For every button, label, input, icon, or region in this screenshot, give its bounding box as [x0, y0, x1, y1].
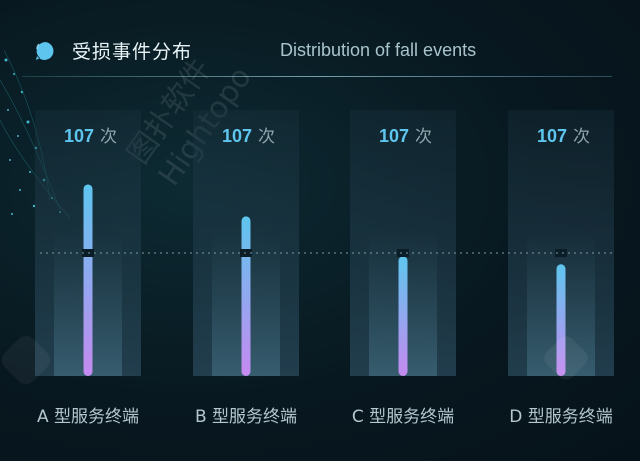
data-label: 107 次 [222, 126, 275, 147]
bar [241, 216, 251, 376]
data-label: 107 次 [537, 126, 590, 147]
chat-bubble-icon [36, 42, 54, 60]
reference-gap [555, 249, 567, 257]
reference-gap [397, 249, 409, 257]
data-label-unit: 次 [258, 127, 275, 147]
data-label-value: 107 [379, 126, 409, 146]
bar [398, 256, 408, 376]
chart-title: 受损事件分布 [72, 41, 193, 63]
data-label: 107 次 [64, 126, 117, 147]
decor-shape [1, 335, 51, 385]
data-label-unit: 次 [100, 127, 117, 147]
chart-subtitle: Distribution of fall events [280, 40, 477, 60]
header-divider [22, 76, 612, 77]
x-tick-label: B 型服务终端 [195, 407, 297, 427]
x-tick-label: C 型服务终端 [352, 407, 454, 427]
data-label-value: 107 [222, 126, 252, 146]
bar [83, 184, 93, 376]
bar [556, 264, 566, 376]
decor-shape [544, 336, 588, 380]
data-label-value: 107 [537, 126, 567, 146]
x-tick-label: D 型服务终端 [509, 407, 613, 427]
chart-header: 受损事件分布 Distribution of fall events [0, 0, 640, 80]
data-label: 107 次 [379, 126, 432, 147]
data-label-value: 107 [64, 126, 94, 146]
x-tick-label: A 型服务终端 [37, 407, 139, 427]
data-label-unit: 次 [573, 127, 590, 147]
data-label-unit: 次 [415, 127, 432, 147]
